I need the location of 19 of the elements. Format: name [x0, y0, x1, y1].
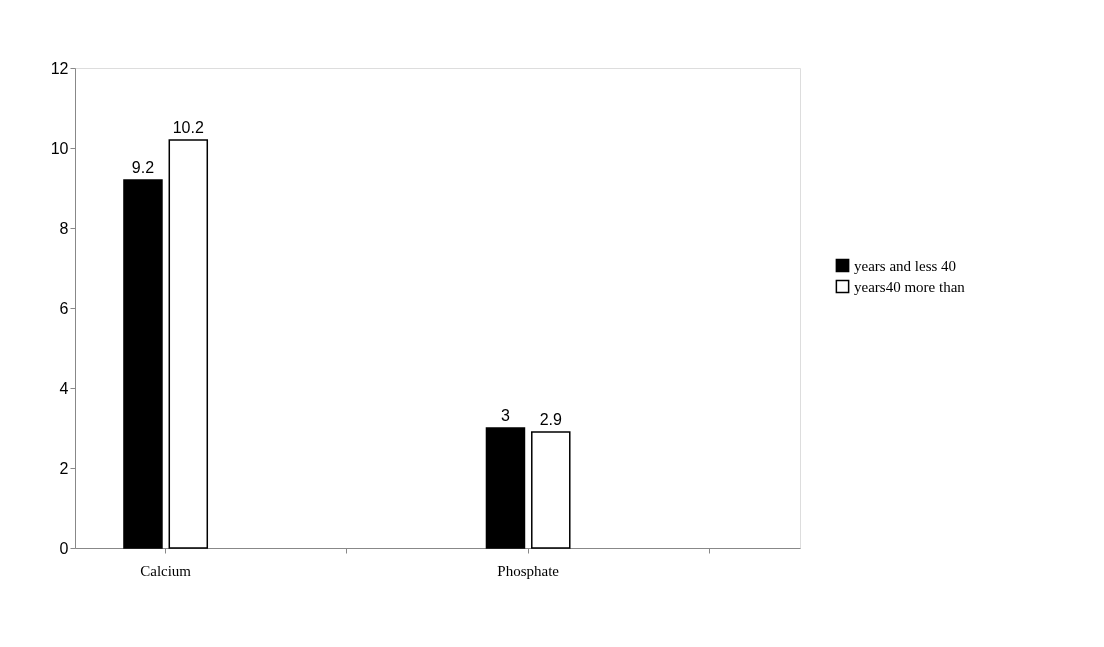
y-tick-label: 2 — [59, 459, 69, 477]
y-tick-label: 6 — [59, 299, 69, 317]
x-tick-label: Phosphate — [497, 562, 560, 579]
data-label: 10.2 — [172, 119, 204, 136]
y-tick-label: 10 — [50, 139, 69, 157]
legend-label: years40 more than — [854, 278, 966, 295]
y-tick-label: 8 — [59, 219, 69, 237]
y-tick-label: 4 — [59, 379, 69, 397]
legend-label: years and less 40 — [854, 257, 957, 274]
y-tick-label: 12 — [50, 59, 69, 77]
data-label: 9.2 — [131, 159, 155, 176]
bar — [123, 179, 163, 549]
x-tick-label: Calcium — [140, 562, 192, 579]
data-label: 2.9 — [539, 411, 562, 428]
bar — [168, 139, 209, 549]
bar — [485, 427, 526, 549]
bar — [531, 431, 571, 549]
data-label: 3 — [501, 407, 511, 424]
y-tick-label: 0 — [59, 539, 69, 557]
